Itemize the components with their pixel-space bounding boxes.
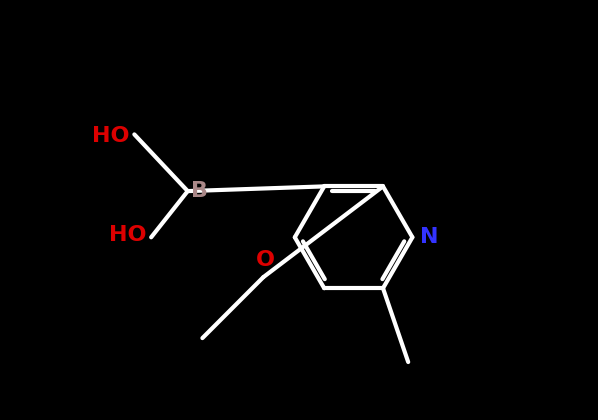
- Text: HO: HO: [92, 126, 129, 147]
- Text: N: N: [420, 227, 438, 247]
- Text: O: O: [256, 249, 275, 270]
- Text: B: B: [191, 181, 208, 201]
- Text: HO: HO: [109, 225, 146, 245]
